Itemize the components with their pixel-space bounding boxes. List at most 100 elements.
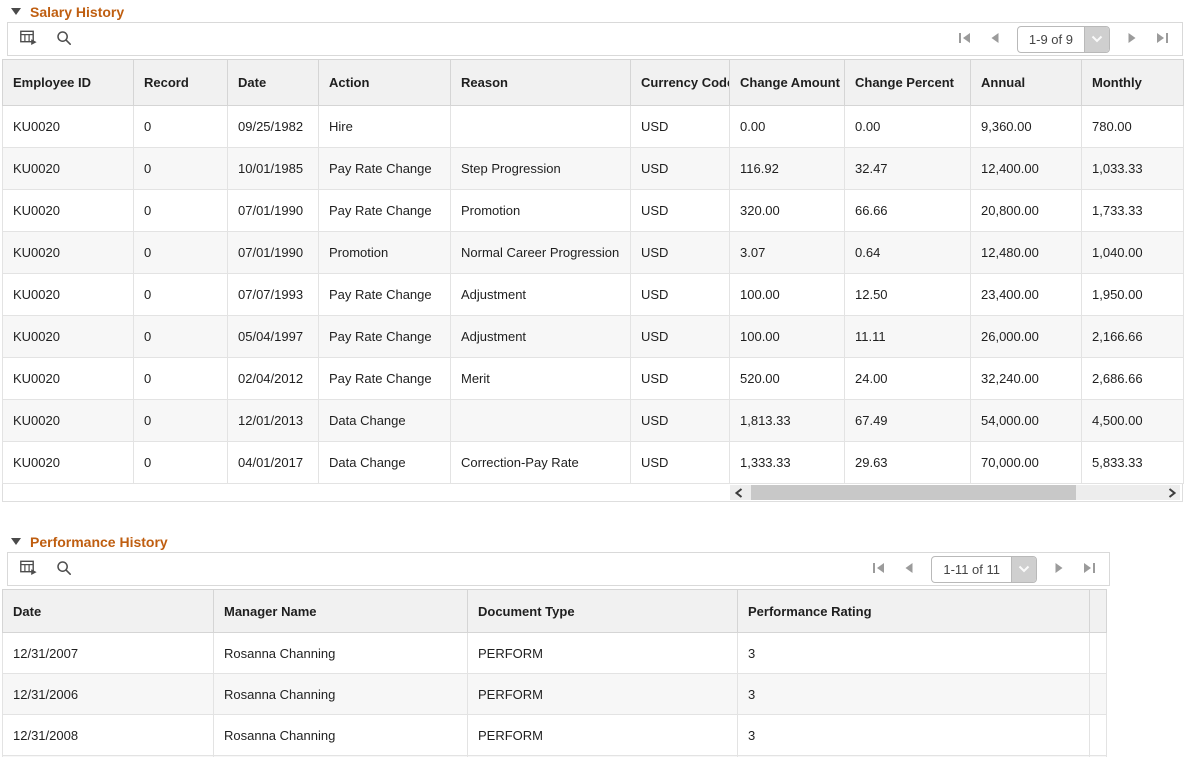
performance-section-header[interactable]: Performance History <box>0 530 1189 552</box>
chevron-right-icon[interactable] <box>1163 485 1180 500</box>
table-cell: KU0020 <box>2 399 134 442</box>
previous-page-icon <box>989 32 1000 47</box>
table-cell: 1,333.33 <box>729 441 845 484</box>
table-cell: Adjustment <box>450 273 631 316</box>
table-cell: 70,000.00 <box>970 441 1082 484</box>
table-cell: 2,686.66 <box>1081 357 1184 400</box>
table-cell <box>1089 755 1107 757</box>
column-header <box>1089 589 1107 633</box>
personalize-grid-button[interactable] <box>20 560 38 579</box>
table-cell: 116.92 <box>729 147 845 190</box>
table-cell: 0 <box>133 441 228 484</box>
table-cell: 12/31/2008 <box>2 714 214 756</box>
table-cell: 5,833.33 <box>1081 441 1184 484</box>
performance-page-range-select[interactable]: 1-11 of 11 <box>931 555 1037 583</box>
table-cell: 0 <box>133 105 228 148</box>
salary-page-range-select[interactable]: 1-9 of 9 <box>1016 25 1110 53</box>
table-cell: 520.00 <box>729 357 845 400</box>
table-cell: 26,000.00 <box>970 315 1082 358</box>
table-cell: 0 <box>133 231 228 274</box>
table-cell: 0.00 <box>844 105 971 148</box>
find-button[interactable] <box>56 560 72 579</box>
scrollbar-thumb[interactable] <box>751 485 1076 500</box>
next-page-icon <box>1054 562 1065 577</box>
collapse-triangle-icon[interactable] <box>11 8 21 15</box>
column-header: Document Type <box>467 589 738 633</box>
table-cell: Data Change <box>318 399 451 442</box>
table-cell: 0 <box>133 273 228 316</box>
table-cell: 1,813.33 <box>729 399 845 442</box>
first-page-icon <box>872 562 886 577</box>
table-cell: 1,733.33 <box>1081 189 1184 232</box>
grid-table-icon <box>20 560 38 579</box>
table-row: KU0020 0 10/01/1985 Pay Rate Change Step Pro… <box>2 147 1184 190</box>
table-cell: Correction-Pay Rate <box>450 441 631 484</box>
performance-history-section: Performance History <box>0 530 1189 757</box>
personalize-grid-button[interactable] <box>20 30 38 49</box>
table-cell: Rosanna Channing <box>213 632 468 674</box>
salary-grid-footer <box>2 484 1183 502</box>
table-cell: Data Change <box>318 441 451 484</box>
table-cell: 12,400.00 <box>970 147 1082 190</box>
previous-page-button[interactable] <box>903 562 914 577</box>
table-cell: 07/01/1990 <box>227 231 319 274</box>
table-cell: 0.00 <box>729 105 845 148</box>
table-header-row: Date Manager Name Document Type Performance… <box>2 589 1107 633</box>
column-header: Annual <box>970 59 1082 106</box>
table-cell: KU0020 <box>2 273 134 316</box>
table-cell: PERFORM <box>467 673 738 715</box>
table-cell: 0 <box>133 189 228 232</box>
table-cell: 12/31/2007 <box>2 632 214 674</box>
column-header: Date <box>2 589 214 633</box>
table-cell: USD <box>630 315 730 358</box>
chevron-down-icon <box>1084 26 1109 52</box>
table-cell <box>450 105 631 148</box>
table-cell: 3.07 <box>729 231 845 274</box>
horizontal-scrollbar[interactable] <box>730 485 1180 500</box>
table-cell: Pay Rate Change <box>318 189 451 232</box>
table-header-row: Employee ID Record Date Action Reason Currenc… <box>2 59 1184 106</box>
table-row: KU0020 0 12/01/2013 Data Change USD 1,813.33 6… <box>2 399 1184 442</box>
table-cell: 0 <box>133 399 228 442</box>
performance-history-table: Date Manager Name Document Type Performance… <box>2 589 1107 757</box>
table-cell: 54,000.00 <box>970 399 1082 442</box>
next-page-button[interactable] <box>1127 32 1138 47</box>
table-cell: Promotion <box>450 189 631 232</box>
table-cell: USD <box>630 189 730 232</box>
first-page-icon <box>958 32 972 47</box>
table-cell: USD <box>630 357 730 400</box>
first-page-button[interactable] <box>872 562 886 577</box>
table-row-partial <box>2 755 1107 757</box>
scrollbar-track[interactable] <box>747 485 1163 500</box>
collapse-triangle-icon[interactable] <box>11 538 21 545</box>
salary-section-header[interactable]: Salary History <box>0 0 1189 22</box>
table-cell: 12,480.00 <box>970 231 1082 274</box>
chevron-left-icon[interactable] <box>730 485 747 500</box>
column-header: Employee ID <box>2 59 134 106</box>
grid-table-icon <box>20 30 38 49</box>
table-cell <box>1089 714 1107 756</box>
table-cell: 0 <box>133 357 228 400</box>
table-cell: Pay Rate Change <box>318 315 451 358</box>
table-cell: 24.00 <box>844 357 971 400</box>
column-header: Currency Code <box>630 59 730 106</box>
table-cell: PERFORM <box>467 714 738 756</box>
table-cell: 100.00 <box>729 273 845 316</box>
table-cell: Step Progression <box>450 147 631 190</box>
find-button[interactable] <box>56 30 72 49</box>
table-cell: Merit <box>450 357 631 400</box>
last-page-button[interactable] <box>1155 32 1169 47</box>
table-cell: 29.63 <box>844 441 971 484</box>
next-page-button[interactable] <box>1054 562 1065 577</box>
performance-page-range-label: 1-11 of 11 <box>943 561 1000 577</box>
next-page-icon <box>1127 32 1138 47</box>
table-cell: USD <box>630 273 730 316</box>
first-page-button[interactable] <box>958 32 972 47</box>
last-page-button[interactable] <box>1082 562 1096 577</box>
last-page-icon <box>1082 562 1096 577</box>
table-cell: USD <box>630 399 730 442</box>
table-cell: Rosanna Channing <box>213 714 468 756</box>
previous-page-button[interactable] <box>989 32 1000 47</box>
table-row: 12/31/2006 Rosanna Channing PERFORM 3 <box>2 673 1107 715</box>
salary-section-title: Salary History <box>30 3 125 20</box>
